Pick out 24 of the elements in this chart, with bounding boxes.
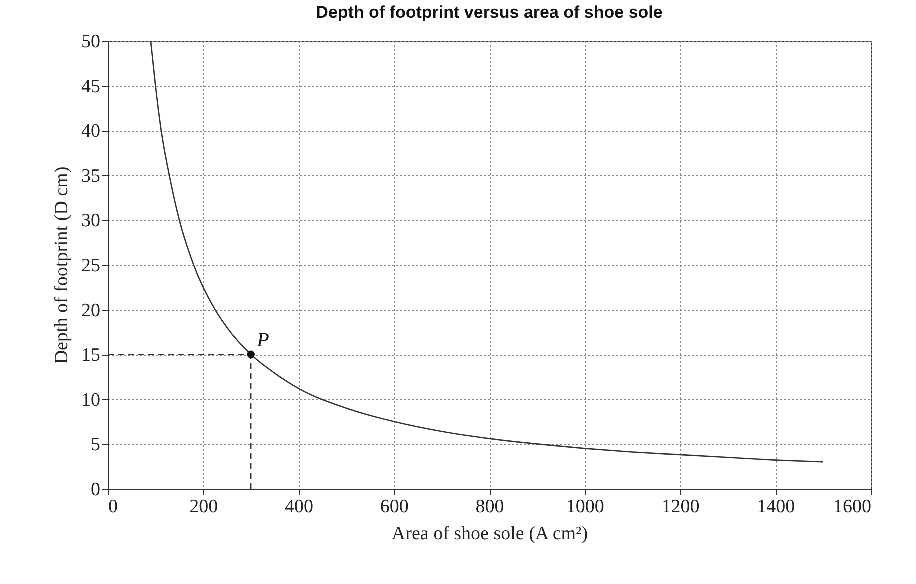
y-tick-label: 0 <box>91 480 100 500</box>
y-tick-label: 50 <box>82 32 100 52</box>
y-tick-label: 20 <box>82 300 100 322</box>
chart-title: Depth of footprint versus area of shoe sole <box>316 3 663 22</box>
x-tick-label: 600 <box>380 496 409 518</box>
x-tick-label: 0 <box>108 496 118 518</box>
y-axis-title: Depth of footprint (D cm) <box>52 166 72 364</box>
y-tick-label: 5 <box>91 434 100 456</box>
x-tick-label: 1600 <box>834 496 872 518</box>
x-axis-title: Area of shoe sole (A cm²) <box>392 524 588 544</box>
x-tick-label: 800 <box>476 496 504 518</box>
annotation: P <box>256 330 270 352</box>
y-tick-label: 25 <box>82 256 100 276</box>
x-tick-label: 1400 <box>757 496 796 518</box>
y-tick-label: 40 <box>82 121 100 142</box>
x-tick-label: 1200 <box>662 496 700 518</box>
y-tick-label: 45 <box>82 76 100 98</box>
y-tick-label: 15 <box>82 345 100 366</box>
y-tick-label: 10 <box>82 390 100 411</box>
x-tick-label: 1000 <box>566 496 604 518</box>
x-tick-label: 400 <box>285 496 314 518</box>
y-tick-label: 30 <box>82 210 100 232</box>
y-tick-label: 35 <box>82 166 100 187</box>
x-tick-label: 200 <box>190 496 218 518</box>
